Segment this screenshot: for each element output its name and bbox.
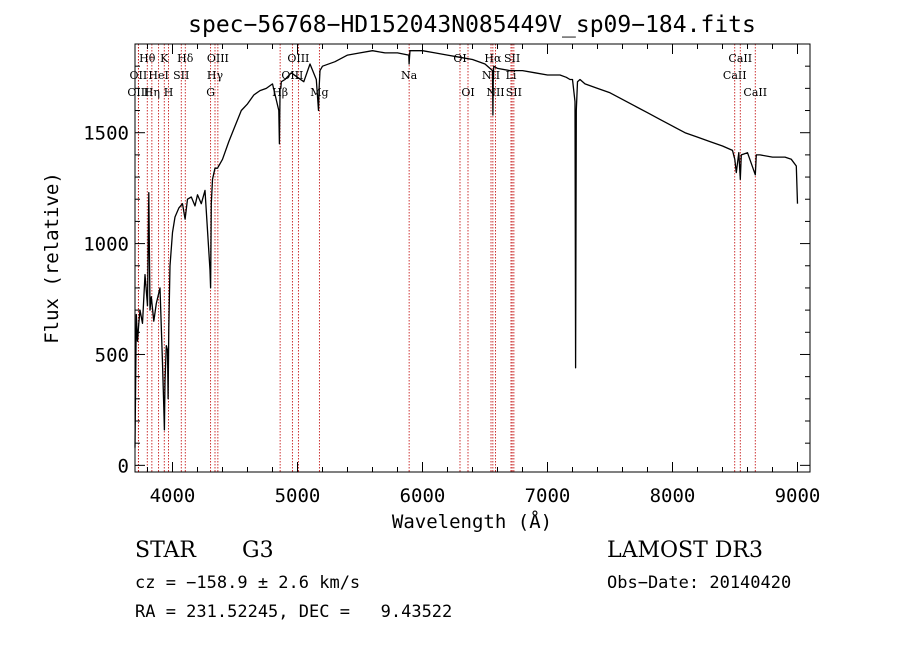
y-tick-label: 1500 [83,123,129,145]
y-tick-label: 500 [95,344,129,366]
line-id-label: Hγ [207,69,224,82]
line-id-label: Na [401,69,418,82]
line-id-label: OII [130,69,148,82]
line-id-label: OIII [281,69,303,82]
x-tick-label: 6000 [400,485,446,507]
line-id-label: HeI [148,69,168,82]
plot-frame [134,43,811,473]
line-id-label: OIII [127,86,149,99]
line-id-label: Hδ [177,52,194,65]
line-id-label: OIII [287,52,309,65]
line-id-label: SII [504,52,520,65]
line-id-label: NII [486,86,504,99]
y-tick-label: 1000 [83,234,129,256]
line-id-label: Hα [484,52,502,65]
obs-date-line: Obs−Date: 20140420 [607,573,792,593]
axis-layer: 4000 5000 6000 7000 8000 9000 0 500 1000 1500 [83,44,820,507]
line-id-label: G [206,86,215,99]
line-id-label: OI [461,86,474,99]
line-id-label: CaII [728,52,752,65]
line-id-label: SII [173,69,189,82]
line-id-label: K [160,52,169,65]
spectral-subclass: G3 [242,538,274,563]
line-id-label: CaII [723,69,747,82]
line-id-label: NII [482,69,500,82]
x-tick-label: 5000 [275,485,321,507]
line-id-label: OIII [207,52,229,65]
line-id-label: Li [506,69,517,82]
x-tick-label: 7000 [525,485,571,507]
y-axis-label: Flux (relative) [41,172,63,344]
line-id-label: Hη [144,86,160,99]
coordinates-line: RA = 231.52245, DEC = 9.43522 [135,602,453,622]
x-tick-label: 8000 [650,485,696,507]
line-id-label: Hθ [139,52,156,65]
object-class: STAR [135,538,196,563]
line-id-label: CaII [743,86,767,99]
line-marker-layer [137,44,756,472]
y-tick-label: 0 [118,455,129,477]
survey-name: LAMOST DR3 [607,538,763,563]
x-tick-label: 4000 [150,485,196,507]
line-id-label: SII [506,86,522,99]
spectrum-line [134,50,799,448]
x-tick-label: 9000 [775,485,821,507]
line-id-label: H [164,86,174,99]
line-id-label: OI [453,52,466,65]
redshift-line: cz = −158.9 ± 2.6 km/s [135,573,361,593]
chart-title: spec−56768−HD152043N085449V_sp09−184.fit… [188,12,756,38]
spectrum-chart: spec−56768−HD152043N085449V_sp09−184.fit… [41,12,820,533]
x-axis-label: Wavelength (Å) [392,510,552,533]
